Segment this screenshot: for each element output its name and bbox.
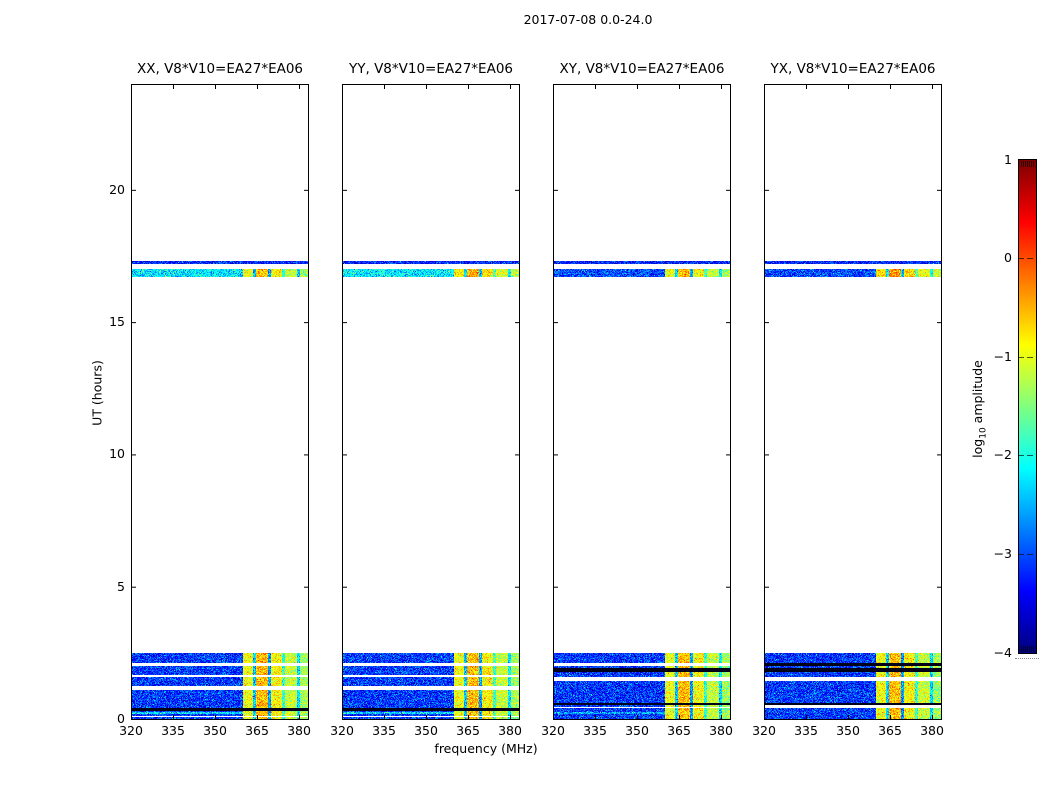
colorbar-gradient — [1018, 159, 1037, 654]
figure-title: 2017-07-08 0.0-24.0 — [523, 12, 653, 27]
x-tick-label-xy-335: 335 — [583, 723, 607, 738]
x-tick-label-xy-320: 320 — [541, 723, 565, 738]
y-tick-label-10: 10 — [109, 446, 125, 462]
x-tick-label-xy-380: 380 — [709, 723, 733, 738]
panel-title-xy: XY, V8*V10=EA27*EA06 — [559, 61, 725, 77]
colorbar-tick-label-−1: −1 — [993, 348, 1012, 364]
colorbar-tick-label-−4: −4 — [993, 644, 1012, 660]
x-tick-label-yy-380: 380 — [498, 723, 522, 738]
y-axis-label: UT (hours) — [89, 360, 105, 426]
x-tick-label-xy-350: 350 — [625, 723, 649, 738]
x-tick-label-yx-365: 365 — [878, 723, 902, 738]
x-axis-label: frequency (MHz) — [434, 741, 538, 756]
spectrogram-canvas-yy — [342, 84, 520, 720]
x-tick-label-xx-380: 380 — [287, 723, 311, 738]
colorbar-tick-label-1: 1 — [1004, 151, 1012, 167]
panel-title-yy: YY, V8*V10=EA27*EA06 — [348, 61, 514, 77]
x-tick-label-yy-320: 320 — [330, 723, 354, 738]
spectrogram-canvas-xy — [553, 84, 731, 720]
x-tick-label-yy-350: 350 — [414, 723, 438, 738]
y-tick-label-5: 5 — [117, 578, 125, 594]
colorbar-tick-label-−3: −3 — [993, 545, 1012, 561]
x-tick-label-yx-350: 350 — [836, 723, 860, 738]
colorbar-label-prefix: log — [969, 438, 985, 458]
colorbar-label-rest: amplitude — [969, 360, 985, 428]
y-tick-label-0: 0 — [117, 711, 125, 726]
x-tick-label-yx-335: 335 — [794, 723, 818, 738]
x-tick-label-xy-365: 365 — [667, 723, 691, 738]
x-tick-label-yx-320: 320 — [752, 723, 776, 738]
x-tick-label-yy-365: 365 — [456, 723, 480, 738]
colorbar-label: log10 amplitude — [970, 360, 989, 458]
panel-title-xx: XX, V8*V10=EA27*EA06 — [136, 61, 304, 77]
colorbar-tick-label-−2: −2 — [993, 447, 1012, 463]
x-tick-label-xx-365: 365 — [245, 723, 269, 738]
x-tick-label-xx-335: 335 — [161, 723, 185, 738]
colorbar-underflow-dots — [1015, 658, 1039, 659]
colorbar-tick-label-0: 0 — [1004, 250, 1012, 266]
y-tick-label-15: 15 — [109, 314, 125, 330]
spectrogram-canvas-xx — [131, 84, 309, 720]
x-tick-label-xx-350: 350 — [203, 723, 227, 738]
x-tick-label-xx-320: 320 — [119, 723, 143, 738]
y-tick-label-20: 20 — [109, 181, 125, 197]
x-tick-label-yx-380: 380 — [920, 723, 944, 738]
colorbar-label-sub: 10 — [978, 427, 989, 439]
panel-title-yx: YX, V8*V10=EA27*EA06 — [770, 61, 936, 77]
x-tick-label-yy-335: 335 — [372, 723, 396, 738]
spectrogram-canvas-yx — [764, 84, 942, 720]
